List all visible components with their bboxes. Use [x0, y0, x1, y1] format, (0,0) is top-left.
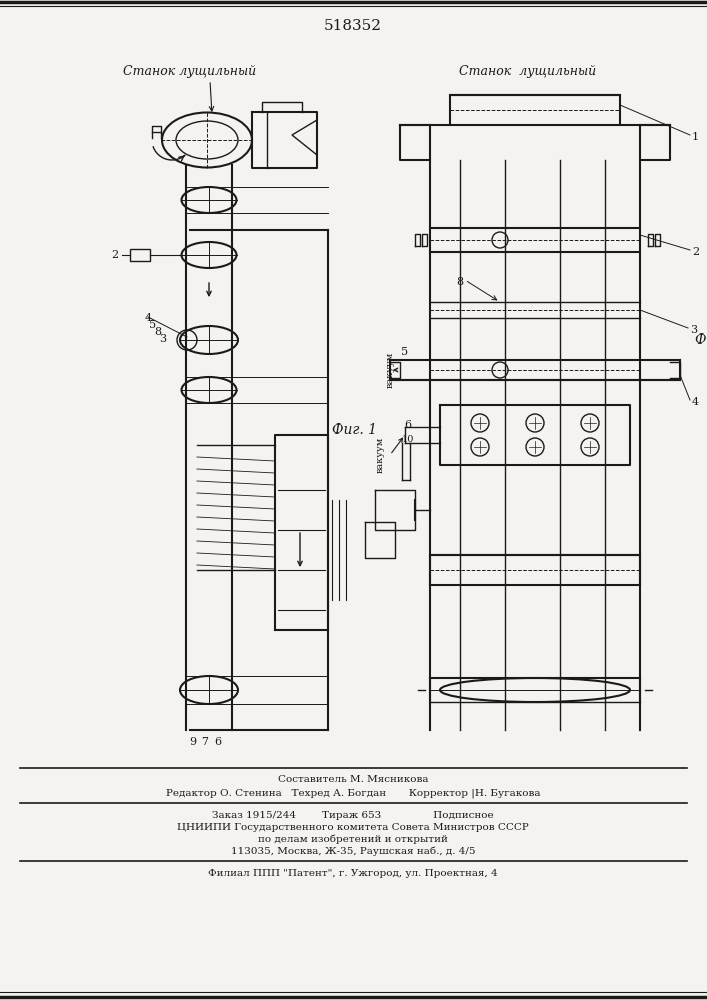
- Text: ЦНИИПИ Государственного комитета Совета Министров СССР: ЦНИИПИ Государственного комитета Совета …: [177, 822, 529, 832]
- Text: 3: 3: [690, 325, 697, 335]
- Text: 6: 6: [404, 420, 411, 430]
- Text: Составитель М. Мясникова: Составитель М. Мясникова: [278, 776, 428, 784]
- Text: 6: 6: [214, 737, 221, 747]
- Text: Фиг. 1: Фиг. 1: [332, 423, 377, 437]
- Text: 3: 3: [160, 334, 167, 344]
- Text: 2: 2: [111, 250, 118, 260]
- Text: 7: 7: [201, 737, 209, 747]
- Text: 8: 8: [457, 277, 464, 287]
- Text: 5: 5: [149, 320, 156, 330]
- Text: по делам изобретений и открытий: по делам изобретений и открытий: [258, 834, 448, 844]
- Bar: [130, 249, 150, 261]
- Text: 8: 8: [154, 327, 162, 337]
- Text: 9: 9: [189, 737, 197, 747]
- Text: Станок  лущильный: Станок лущильный: [460, 66, 597, 79]
- Text: Станок лущильный: Станок лущильный: [124, 66, 257, 79]
- Text: 113035, Москва, Ж-35, Раушская наб., д. 4/5: 113035, Москва, Ж-35, Раушская наб., д. …: [230, 846, 475, 856]
- Text: 4: 4: [692, 397, 699, 407]
- Text: вакуум: вакуум: [386, 352, 395, 388]
- Text: вакуум: вакуум: [376, 437, 385, 473]
- Text: Филиал ППП "Патент", г. Ужгород, ул. Проектная, 4: Филиал ППП "Патент", г. Ужгород, ул. Про…: [208, 868, 498, 878]
- Text: Фиг. 2: Фиг. 2: [695, 333, 707, 347]
- Text: 518352: 518352: [324, 19, 382, 33]
- Text: 1: 1: [692, 132, 699, 142]
- Text: 5: 5: [402, 347, 409, 357]
- Text: 10: 10: [402, 436, 414, 444]
- Text: Редактор О. Стенина   Техред А. Богдан       Корректор |Н. Бугакова: Редактор О. Стенина Техред А. Богдан Кор…: [165, 788, 540, 798]
- Text: 2: 2: [692, 247, 699, 257]
- Text: 4: 4: [144, 313, 151, 323]
- Text: Заказ 1915/244        Тираж 653                Подписное: Заказ 1915/244 Тираж 653 Подписное: [212, 810, 493, 820]
